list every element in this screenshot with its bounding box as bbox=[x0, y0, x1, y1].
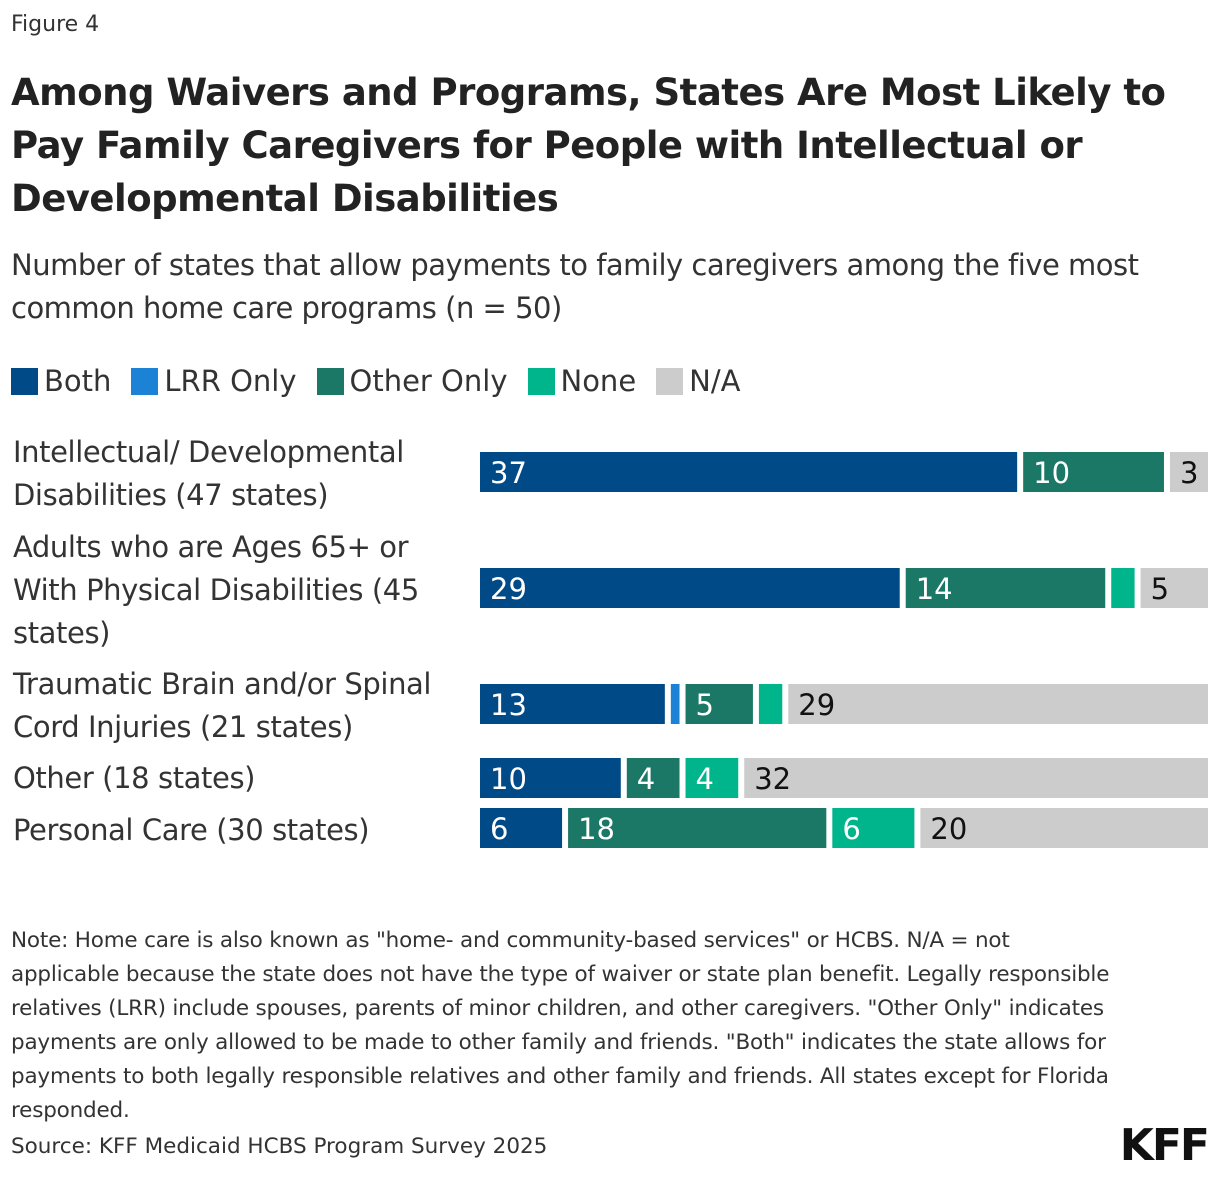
legend-swatch bbox=[316, 367, 344, 395]
bar-segment-n-a bbox=[744, 758, 1208, 798]
data-label: 37 bbox=[490, 456, 527, 490]
data-label: 10 bbox=[1033, 456, 1070, 490]
category-label: Adults who are Ages 65+ or With Physical… bbox=[13, 530, 419, 650]
bar-segment-none bbox=[832, 808, 915, 848]
data-label: 5 bbox=[696, 688, 714, 722]
data-label: 5 bbox=[1151, 572, 1169, 606]
data-label: 6 bbox=[842, 812, 860, 846]
bar-segment-other-only bbox=[905, 568, 1106, 608]
bar-segment-n-a bbox=[1140, 568, 1208, 608]
chart-subtitle: Number of states that allow payments to … bbox=[11, 248, 1139, 325]
bar-segment-both bbox=[480, 684, 665, 724]
figure-label: Figure 4 bbox=[11, 12, 100, 37]
category-label: Intellectual/ Developmental Disabilities… bbox=[13, 435, 404, 512]
legend-label: N/A bbox=[689, 364, 741, 398]
data-label: 13 bbox=[490, 688, 527, 722]
legend-item-other-only: Other Only bbox=[316, 364, 508, 398]
bar-segment-both bbox=[480, 568, 900, 608]
legend-label: Both bbox=[44, 364, 112, 398]
legend-item-lrr-only: LRR Only bbox=[131, 364, 297, 398]
legend-swatch bbox=[11, 367, 38, 395]
bar-segment-none bbox=[685, 758, 739, 798]
bar-segment-other-only bbox=[568, 808, 827, 848]
legend-item-both: Both bbox=[11, 364, 111, 398]
category-label: Other (18 states) bbox=[13, 761, 256, 795]
legend: Both LRR Only Other Only None N/A bbox=[11, 364, 740, 398]
data-label: 18 bbox=[578, 812, 615, 846]
legend-swatch bbox=[656, 367, 684, 395]
data-label: 4 bbox=[696, 762, 714, 796]
bar-segment-lrr-only bbox=[670, 684, 680, 724]
data-label: 6 bbox=[490, 812, 508, 846]
legend-swatch bbox=[527, 367, 555, 395]
data-label: 20 bbox=[930, 812, 967, 846]
chart-note: Note: Home care is also known as "home- … bbox=[11, 928, 1110, 1123]
category-label: Personal Care (30 states) bbox=[13, 813, 370, 847]
bar-segment-other-only bbox=[626, 758, 680, 798]
bar-segment-both bbox=[480, 758, 621, 798]
data-label: 29 bbox=[798, 688, 835, 722]
chart-title: Among Waivers and Programs, States Are M… bbox=[11, 71, 1166, 220]
data-label: 29 bbox=[490, 572, 527, 606]
legend-item-na: N/A bbox=[656, 364, 740, 398]
legend-swatch bbox=[131, 367, 159, 395]
data-label: 32 bbox=[754, 762, 791, 796]
bar-segment-both bbox=[480, 452, 1018, 492]
data-label: 3 bbox=[1180, 456, 1198, 490]
bar-segment-none bbox=[758, 684, 783, 724]
legend-label: Other Only bbox=[349, 364, 508, 398]
data-label: 10 bbox=[490, 762, 527, 796]
bar-segment-n-a bbox=[788, 684, 1208, 724]
data-label: 14 bbox=[916, 572, 953, 606]
bar-segment-both bbox=[480, 808, 563, 848]
bar-segment-n-a bbox=[920, 808, 1208, 848]
bar-segment-none bbox=[1111, 568, 1135, 608]
category-label: Traumatic Brain and/or Spinal Cord Injur… bbox=[13, 667, 432, 744]
bar-segment-other-only bbox=[1023, 452, 1164, 492]
legend-label: LRR Only bbox=[164, 364, 297, 398]
bar-segment-n-a bbox=[1169, 452, 1208, 492]
chart-source: Source: KFF Medicaid HCBS Program Survey… bbox=[11, 1134, 548, 1159]
bar-segment-other-only bbox=[685, 684, 753, 724]
legend-label: None bbox=[560, 364, 637, 398]
data-label: 4 bbox=[637, 762, 655, 796]
kff-logo: KFF bbox=[1119, 1120, 1210, 1171]
legend-item-none: None bbox=[527, 364, 637, 398]
